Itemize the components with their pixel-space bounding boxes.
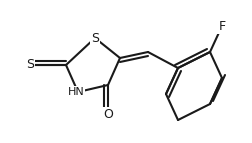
Text: F: F bbox=[218, 19, 226, 32]
Text: S: S bbox=[91, 31, 99, 44]
Text: O: O bbox=[103, 109, 113, 122]
Text: S: S bbox=[26, 58, 34, 72]
Text: HN: HN bbox=[68, 87, 84, 97]
